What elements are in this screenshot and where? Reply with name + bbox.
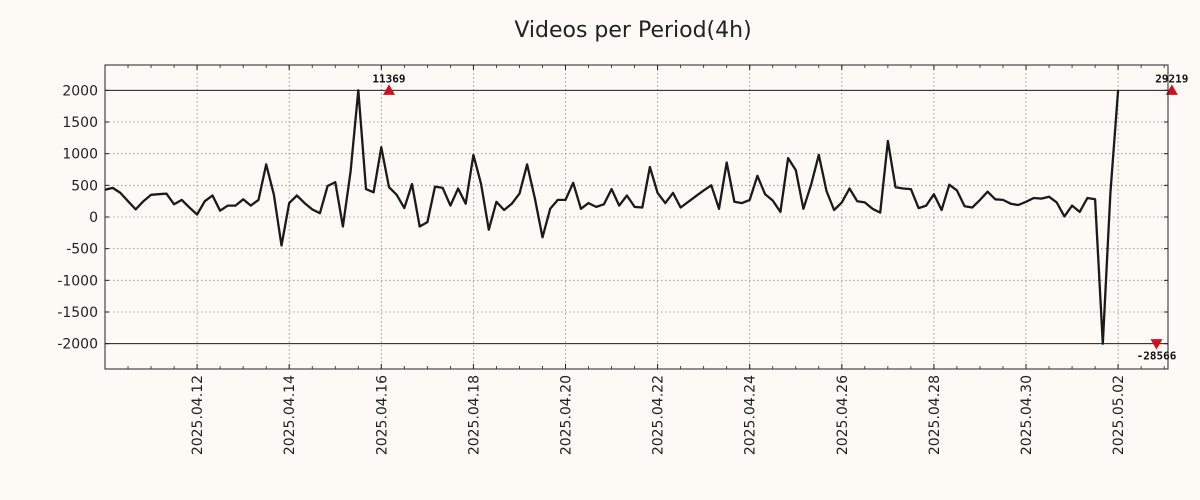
x-tick-label: 2025.04.20 [559, 375, 575, 455]
x-tick-label: 2025.04.24 [743, 375, 759, 455]
series-layer [104, 89, 1120, 345]
peak-markers: 11369 -28566 29219 [372, 72, 1188, 362]
axis-ticks: 2000 1500 1000 500 0 -500 -1000 -1500 -2000 2025.… [57, 65, 1168, 455]
y-tick-label: 1500 [62, 115, 98, 131]
peak-label: 29219 [1155, 72, 1188, 85]
x-tick-label: 2025.04.30 [1019, 375, 1035, 455]
peak-marker [382, 84, 395, 95]
series-line [104, 89, 1120, 345]
y-tick-label: 2000 [62, 83, 98, 99]
x-tick-label: 2025.05.02 [1111, 375, 1127, 455]
x-tick-label: 2025.04.16 [374, 375, 390, 455]
x-tick-label: 2025.04.28 [927, 375, 943, 455]
y-tick-label: 500 [71, 178, 98, 194]
peak-marker [1165, 84, 1178, 95]
peak-label: -28566 [1137, 350, 1177, 363]
peak-marker [1150, 339, 1163, 350]
y-tick-label: -1500 [57, 305, 98, 321]
grid [105, 65, 1168, 369]
y-tick-label: -1000 [57, 273, 98, 289]
y-tick-label: 0 [89, 210, 98, 226]
peak-label: 11369 [372, 72, 405, 85]
y-tick-label: -500 [66, 242, 98, 258]
y-tick-label: 1000 [62, 147, 98, 163]
x-tick-label: 2025.04.18 [466, 375, 482, 455]
chart-title: Videos per Period(4h) [514, 18, 751, 43]
x-tick-label: 2025.04.14 [282, 375, 298, 455]
plot-frame [104, 64, 1169, 370]
clip-limit-lines [105, 89, 1168, 345]
x-tick-label: 2025.04.22 [651, 375, 667, 455]
x-tick-label: 2025.04.12 [190, 375, 206, 455]
x-tick-label: 2025.04.26 [835, 375, 851, 455]
y-tick-label: -2000 [57, 337, 98, 353]
